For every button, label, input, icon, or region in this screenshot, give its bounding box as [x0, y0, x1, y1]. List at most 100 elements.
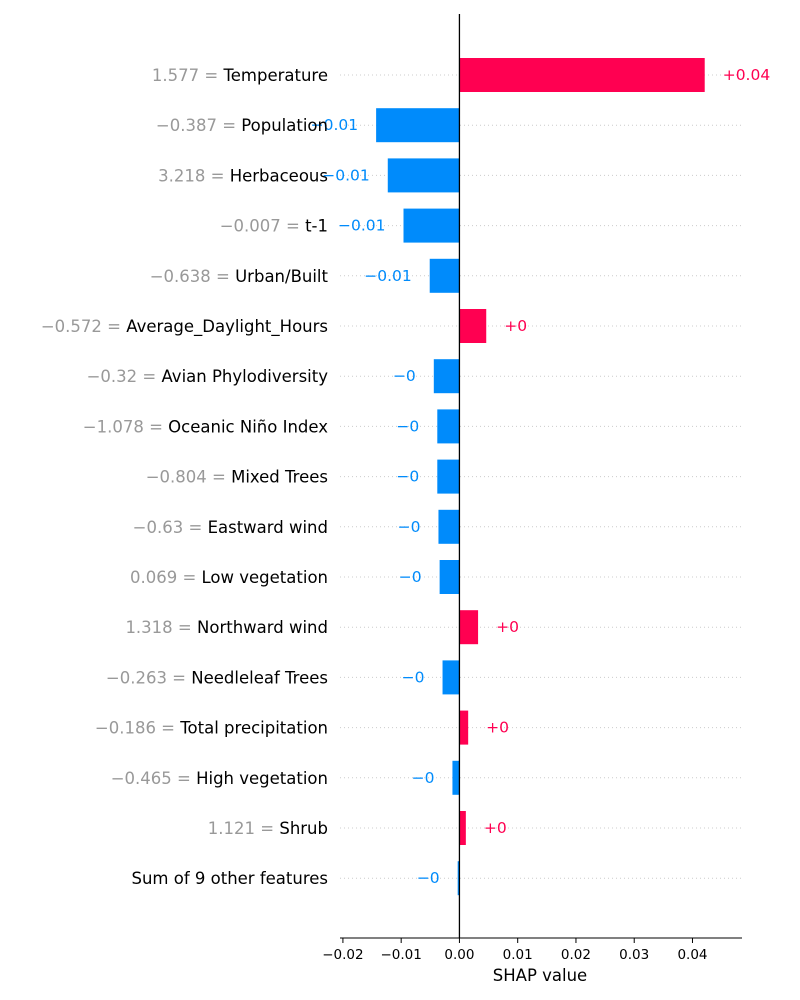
bars — [376, 58, 705, 896]
feature-value-total-precipitation: −0.186 — [95, 719, 156, 738]
data-label-urban-built: −0.01 — [364, 267, 412, 285]
feature-label-avian-phylodiversity: −0.32 = Avian Phylodiversity — [87, 367, 329, 386]
bar-average-daylight-hours — [459, 309, 487, 343]
feature-value-oceanic-ni-o-index: −1.078 — [83, 417, 144, 436]
equals-sign: = — [255, 819, 279, 838]
feature-value-northward-wind: 1.318 — [125, 618, 172, 637]
bar-herbaceous — [387, 158, 460, 193]
feature-label-total-precipitation: −0.186 = Total precipitation — [95, 719, 328, 738]
bar-total-precipitation — [459, 710, 469, 745]
feature-value-average-daylight-hours: −0.572 — [41, 317, 102, 336]
bar-sum-of-9-other-features — [457, 861, 460, 896]
x-tick-label: 0.03 — [619, 947, 649, 963]
feature-name-population: Population — [241, 116, 328, 135]
data-label-herbaceous: −0.01 — [322, 166, 370, 184]
equals-sign: = — [205, 166, 229, 185]
row-guides — [340, 74, 742, 879]
feature-value-eastward-wind: −0.63 — [133, 518, 184, 537]
data-label-northward-wind: +0 — [496, 618, 519, 636]
x-tick-label: −0.02 — [322, 947, 363, 963]
feature-name-sum-of-9-other-features: Sum of 9 other features — [131, 869, 328, 888]
equals-sign: = — [217, 116, 241, 135]
feature-label-t-1: −0.007 = t-1 — [220, 217, 328, 236]
equals-sign: = — [137, 367, 161, 386]
feature-label-needleleaf-trees: −0.263 = Needleleaf Trees — [106, 668, 328, 687]
feature-label-herbaceous: 3.218 = Herbaceous — [158, 166, 328, 185]
feature-value-low-vegetation: 0.069 — [130, 568, 177, 587]
data-label-needleleaf-trees: −0 — [402, 668, 425, 686]
feature-name-shrub: Shrub — [279, 819, 328, 838]
feature-label-mixed-trees: −0.804 = Mixed Trees — [146, 468, 328, 487]
data-label-average-daylight-hours: +0 — [504, 317, 527, 335]
data-label-avian-phylodiversity: −0 — [393, 367, 416, 385]
bar-eastward-wind — [438, 509, 460, 544]
bar-northward-wind — [459, 610, 479, 645]
equals-sign: = — [183, 518, 207, 537]
feature-label-high-vegetation: −0.465 = High vegetation — [111, 769, 328, 788]
x-tick-label: −0.01 — [380, 947, 421, 963]
data-label-low-vegetation: −0 — [399, 568, 422, 586]
equals-sign: = — [156, 719, 180, 738]
feature-label-northward-wind: 1.318 = Northward wind — [125, 618, 328, 637]
feature-labels: 1.577 = Temperature −0.387 = Population 3.… — [41, 66, 329, 888]
feature-value-high-vegetation: −0.465 — [111, 769, 172, 788]
feature-label-shrub: 1.121 = Shrub — [208, 819, 328, 838]
feature-name-temperature: Temperature — [222, 66, 328, 85]
feature-value-needleleaf-trees: −0.263 — [106, 668, 167, 687]
equals-sign: = — [207, 468, 231, 487]
feature-value-shrub: 1.121 — [208, 819, 255, 838]
x-tick-label: 0.01 — [503, 947, 533, 963]
feature-label-temperature: 1.577 = Temperature — [152, 66, 328, 85]
equals-sign: = — [144, 417, 168, 436]
feature-name-oceanic-ni-o-index: Oceanic Niño Index — [168, 417, 328, 436]
bar-mixed-trees — [437, 459, 460, 494]
data-label-t-1: −0.01 — [338, 217, 386, 235]
feature-name-mixed-trees: Mixed Trees — [231, 468, 328, 487]
feature-name-herbaceous: Herbaceous — [230, 166, 328, 185]
equals-sign: = — [172, 769, 196, 788]
feature-label-average-daylight-hours: −0.572 = Average_Daylight_Hours — [41, 317, 328, 337]
data-label-eastward-wind: −0 — [398, 518, 421, 536]
equals-sign: = — [173, 618, 197, 637]
data-label-total-precipitation: +0 — [486, 719, 509, 737]
feature-name-low-vegetation: Low vegetation — [202, 568, 328, 587]
feature-value-t-1: −0.007 — [220, 217, 281, 236]
equals-sign: = — [102, 317, 126, 336]
feature-name-avian-phylodiversity: Avian Phylodiversity — [161, 367, 328, 386]
feature-value-population: −0.387 — [156, 116, 217, 135]
feature-label-sum-of-9-other-features: Sum of 9 other features — [131, 869, 328, 888]
feature-value-avian-phylodiversity: −0.32 — [87, 367, 138, 386]
equals-sign: = — [281, 217, 305, 236]
data-label-shrub: +0 — [484, 819, 507, 837]
data-label-oceanic-ni-o-index: −0 — [396, 417, 419, 435]
feature-name-northward-wind: Northward wind — [197, 618, 328, 637]
data-label-high-vegetation: −0 — [412, 769, 435, 787]
feature-label-oceanic-ni-o-index: −1.078 = Oceanic Niño Index — [83, 417, 328, 436]
feature-name-average-daylight-hours: Average_Daylight_Hours — [126, 317, 328, 337]
x-axis-ticks: −0.02 −0.01 0.00 0.01 0.02 0.03 0.04 — [322, 938, 708, 963]
feature-name-urban-built: Urban/Built — [235, 267, 328, 286]
x-tick-label: 0.02 — [561, 947, 591, 963]
bar-needleleaf-trees — [442, 660, 460, 695]
feature-name-t-1: t-1 — [305, 217, 328, 236]
feature-value-temperature: 1.577 — [152, 66, 199, 85]
bar-t-1 — [403, 208, 460, 243]
bar-urban-built — [429, 258, 460, 293]
equals-sign: = — [177, 568, 201, 587]
feature-name-eastward-wind: Eastward wind — [208, 518, 328, 537]
feature-label-low-vegetation: 0.069 = Low vegetation — [130, 568, 328, 587]
equals-sign: = — [199, 66, 223, 85]
feature-name-high-vegetation: High vegetation — [196, 769, 328, 788]
feature-label-eastward-wind: −0.63 = Eastward wind — [133, 518, 328, 537]
feature-value-urban-built: −0.638 — [150, 267, 211, 286]
data-labels: +0.04 −0.01 −0.01 −0.01 −0.01 +0 −0 −0 −0 −0 −0 +0 −… — [311, 66, 771, 887]
bar-high-vegetation — [452, 760, 460, 795]
bar-avian-phylodiversity — [433, 359, 460, 394]
feature-name-needleleaf-trees: Needleleaf Trees — [191, 668, 328, 687]
data-label-population: −0.01 — [311, 116, 359, 134]
feature-value-herbaceous: 3.218 — [158, 166, 205, 185]
data-label-mixed-trees: −0 — [396, 468, 419, 486]
feature-label-population: −0.387 = Population — [156, 116, 328, 135]
equals-sign: = — [167, 668, 191, 687]
